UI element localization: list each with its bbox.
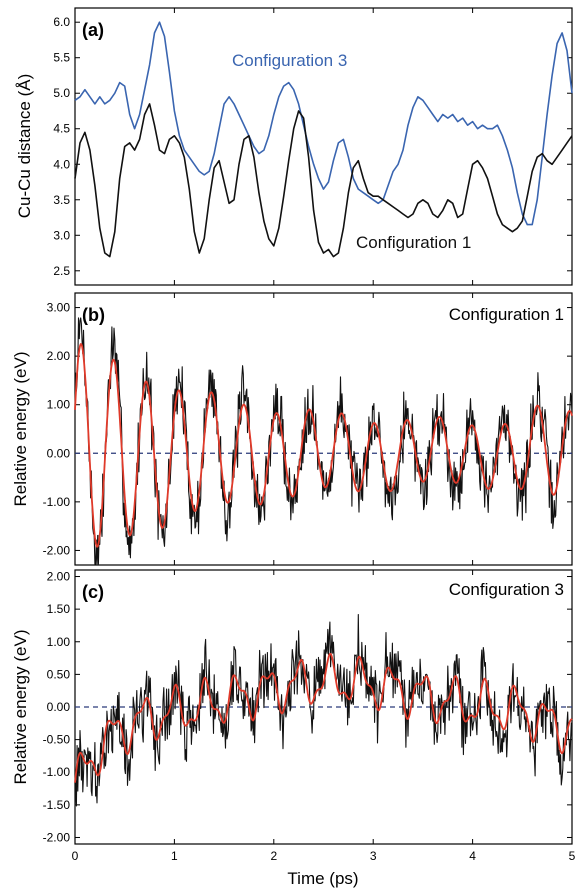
y-tick-label: 3.5	[53, 193, 70, 207]
y-tick-label: 2.00	[47, 349, 71, 363]
y-tick-label: 3.00	[47, 301, 71, 315]
x-tick-label: 1	[171, 849, 178, 863]
panel-a-frame	[74, 7, 573, 286]
x-tick-label: 5	[569, 849, 576, 863]
series-line-configuration-3	[74, 21, 573, 226]
energy-smoothed-line	[74, 652, 573, 783]
y-tick-label: 6.0	[53, 15, 70, 29]
y-tick-label: 4.0	[53, 157, 70, 171]
y-tick-label: 5.5	[53, 51, 70, 65]
panel-b-lines	[74, 317, 573, 565]
x-tick-label: 0	[72, 849, 79, 863]
panel-a-ylabel: Cu-Cu distance (Å)	[15, 74, 34, 219]
y-tick-label: 0.00	[47, 700, 71, 714]
y-tick-label: -1.00	[43, 765, 71, 779]
panel-a-label: (a)	[82, 20, 104, 40]
series-line-configuration-1	[74, 103, 573, 258]
panel-b-title: Configuration 1	[449, 305, 564, 324]
y-tick-label: 5.0	[53, 86, 70, 100]
y-tick-label: 1.00	[47, 635, 71, 649]
y-tick-label: 3.0	[53, 228, 70, 242]
y-tick-label: 0.50	[47, 667, 71, 681]
y-tick-label: -1.50	[43, 798, 71, 812]
panel-c-title: Configuration 3	[449, 580, 564, 599]
panel-b-ticks: -2.00 -1.00 0.00 1.00 2.00 3.00	[43, 293, 573, 565]
panel-b-ylabel: Relative energy (eV)	[11, 352, 30, 507]
panel-a-ticks: 2.5 3.0 3.5 4.0 4.5 5.0 5.5 6.0	[53, 8, 573, 285]
panel-c-ticks: -2.00 -1.50 -1.00 -0.50 0.00 0.50 1.00 1.50 2.00…	[43, 570, 576, 863]
y-tick-label: -2.00	[43, 543, 71, 557]
panel-a: (a) Cu-Cu distance (Å) Configuration 3 C…	[15, 7, 573, 286]
x-tick-label: 3	[370, 849, 377, 863]
x-tick-label: 2	[270, 849, 277, 863]
y-tick-label: 1.50	[47, 602, 71, 616]
y-tick-label: -2.00	[43, 830, 71, 844]
panel-a-lines	[74, 21, 573, 258]
energy-smoothed-line	[74, 343, 573, 548]
x-tick-label: 4	[469, 849, 476, 863]
y-tick-label: 2.00	[47, 570, 71, 584]
panel-b-frame	[74, 292, 573, 566]
annotation-configuration-1: Configuration 1	[356, 233, 471, 252]
panel-c-ylabel: Relative energy (eV)	[11, 630, 30, 785]
energy-raw-line	[74, 317, 573, 565]
panel-b: (b) Configuration 1 Relative energy (eV)…	[11, 292, 573, 566]
annotation-configuration-3: Configuration 3	[232, 51, 347, 70]
panel-b-label: (b)	[82, 305, 105, 325]
energy-raw-line	[74, 613, 573, 808]
y-tick-label: 2.5	[53, 264, 70, 278]
y-tick-label: 1.00	[47, 398, 71, 412]
x-axis-label: Time (ps)	[287, 869, 358, 888]
panel-c-lines	[74, 613, 573, 808]
y-tick-label: 4.5	[53, 122, 70, 136]
y-tick-label: -1.00	[43, 495, 71, 509]
panel-c-label: (c)	[82, 582, 104, 602]
y-tick-label: 0.00	[47, 446, 71, 460]
y-tick-label: -0.50	[43, 733, 71, 747]
panel-c: (c) Configuration 3 Relative energy (eV)…	[11, 569, 576, 888]
